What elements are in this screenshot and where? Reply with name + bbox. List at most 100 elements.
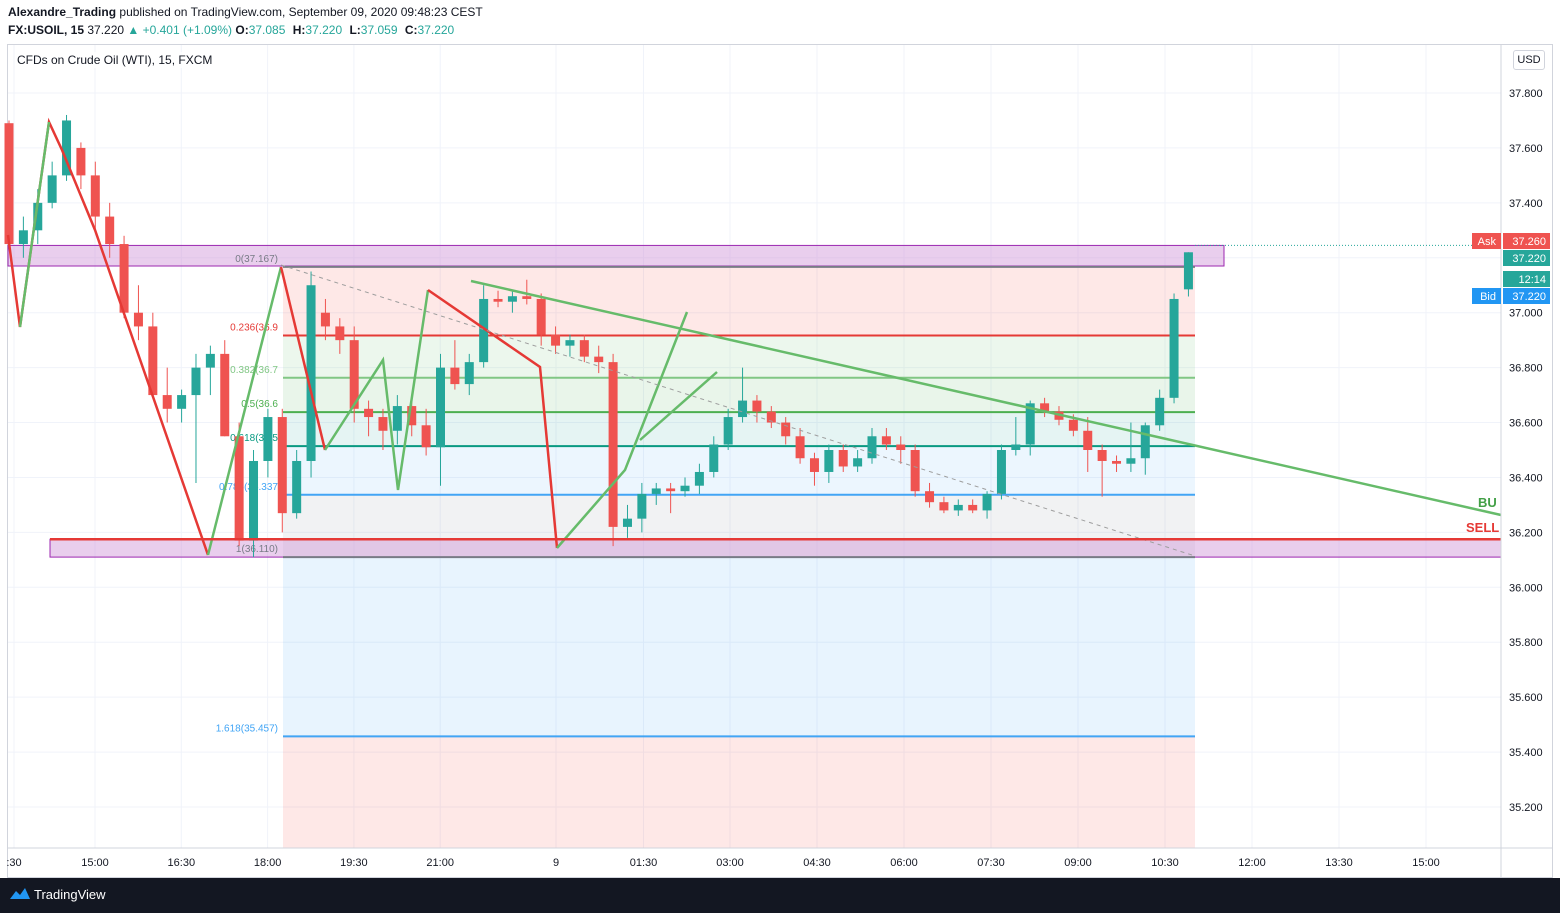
candle[interactable] <box>723 408 733 450</box>
candle[interactable] <box>781 417 791 445</box>
candle[interactable] <box>493 290 503 308</box>
candle[interactable] <box>191 353 201 483</box>
candle[interactable] <box>853 450 863 472</box>
candle[interactable] <box>292 450 302 519</box>
candle[interactable] <box>18 216 28 258</box>
candle[interactable] <box>551 326 561 354</box>
candle[interactable] <box>220 340 230 437</box>
candle[interactable] <box>90 161 100 231</box>
candle[interactable] <box>996 444 1006 500</box>
candle[interactable] <box>982 491 992 519</box>
candle[interactable] <box>651 482 661 505</box>
footer-brand[interactable]: TradingView <box>34 887 106 902</box>
upper-supply-zone[interactable] <box>7 244 1225 267</box>
candle[interactable] <box>608 353 618 547</box>
candle[interactable] <box>910 444 920 497</box>
wave-line-up[interactable] <box>639 371 718 441</box>
candle[interactable] <box>105 202 115 258</box>
candle[interactable] <box>838 444 848 472</box>
candle[interactable] <box>1155 389 1165 431</box>
candle[interactable] <box>881 428 891 450</box>
candle[interactable] <box>752 395 762 423</box>
candle[interactable] <box>536 293 546 346</box>
candle[interactable] <box>162 367 172 423</box>
candle[interactable] <box>1183 252 1193 297</box>
candle[interactable] <box>680 477 690 497</box>
candle[interactable] <box>436 353 445 486</box>
currency-button[interactable]: USD <box>1513 50 1545 70</box>
candle[interactable] <box>637 482 647 533</box>
candle[interactable] <box>579 334 589 363</box>
candle[interactable] <box>565 334 575 357</box>
candle[interactable] <box>809 452 819 486</box>
candle[interactable] <box>133 285 143 341</box>
candle[interactable] <box>1112 455 1122 472</box>
candle[interactable] <box>1140 422 1150 475</box>
tradingview-logo-icon[interactable] <box>8 886 32 902</box>
wave-line-up[interactable] <box>323 289 430 491</box>
candle[interactable] <box>392 395 402 445</box>
candle[interactable] <box>795 428 805 464</box>
candle[interactable] <box>738 367 748 423</box>
candle-body <box>594 356 604 363</box>
candle[interactable] <box>594 345 604 374</box>
y-tick-label: 37.400 <box>1509 198 1543 210</box>
wave-line-down[interactable] <box>6 117 210 556</box>
candle[interactable] <box>666 482 676 514</box>
wave-line-down[interactable] <box>427 288 559 549</box>
candle-body <box>853 458 863 467</box>
candle[interactable] <box>622 504 632 538</box>
candle[interactable] <box>76 142 86 190</box>
price-tag-box <box>1503 250 1550 266</box>
candle[interactable] <box>364 400 374 437</box>
candle[interactable] <box>234 422 244 547</box>
candle[interactable] <box>335 318 345 354</box>
candle[interactable] <box>1040 397 1050 418</box>
candle[interactable] <box>694 463 704 494</box>
candle[interactable] <box>148 312 158 396</box>
candle[interactable] <box>1083 417 1093 472</box>
candle[interactable] <box>1011 417 1021 456</box>
candle[interactable] <box>306 271 316 478</box>
candle[interactable] <box>939 496 949 514</box>
candle[interactable] <box>709 436 719 478</box>
author-name[interactable]: Alexandre_Trading <box>8 5 117 19</box>
candle[interactable] <box>479 285 489 368</box>
candle[interactable] <box>421 408 431 456</box>
y-tick-label: 35.800 <box>1509 637 1543 649</box>
wave-line-up[interactable] <box>206 266 283 556</box>
wave-line-down[interactable] <box>279 266 327 451</box>
candle[interactable] <box>766 406 776 429</box>
candle[interactable] <box>522 279 532 305</box>
candle[interactable] <box>1025 400 1035 456</box>
candle[interactable] <box>47 161 57 209</box>
candle[interactable] <box>177 389 187 423</box>
fib-level-label: 1.618(35.457) <box>216 723 278 734</box>
candle[interactable] <box>824 444 834 483</box>
candle[interactable] <box>320 298 330 341</box>
chart-frame[interactable] <box>7 44 1553 878</box>
candle[interactable] <box>62 114 72 181</box>
candle[interactable] <box>205 345 215 396</box>
descending-trendline[interactable] <box>470 279 1502 517</box>
wave-line-up[interactable] <box>18 121 51 328</box>
chart-legend[interactable]: CFDs on Crude Oil (WTI), 15, FXCM <box>15 52 215 68</box>
candle[interactable] <box>119 235 129 319</box>
candle[interactable] <box>896 436 906 464</box>
candle[interactable] <box>450 340 460 390</box>
candle[interactable] <box>867 428 877 464</box>
candle[interactable] <box>507 290 517 313</box>
wave-line-up[interactable] <box>556 311 689 549</box>
candle[interactable] <box>263 408 273 478</box>
candle[interactable] <box>1097 444 1107 497</box>
candle[interactable] <box>277 408 287 533</box>
candle[interactable] <box>1169 293 1179 404</box>
candle[interactable] <box>953 499 963 516</box>
x-tick-label: 06:00 <box>890 857 918 869</box>
candle[interactable] <box>925 482 935 508</box>
candle[interactable] <box>4 120 14 245</box>
candle[interactable] <box>378 408 388 450</box>
candle[interactable] <box>464 353 474 396</box>
candle[interactable] <box>968 499 978 514</box>
